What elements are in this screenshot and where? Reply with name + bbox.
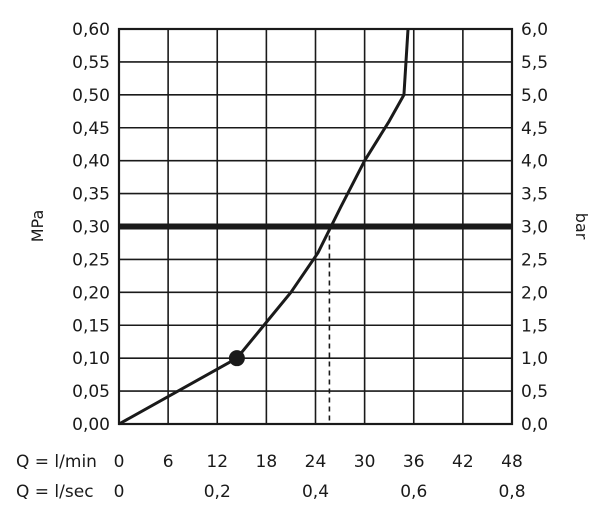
left-axis-tick-label: 0,35 [72, 185, 110, 205]
right-axis-tick-label: 4,5 [521, 119, 548, 139]
right-axis-ticks: 0,0 0,5 1,0 1,5 2,0 2,5 3,0 3,5 4,0 4,5 5,0 5,5 6,0 [521, 20, 548, 435]
right-axis-tick-label: 3,5 [521, 185, 548, 205]
left-axis-tick-label: 0,00 [72, 415, 110, 435]
x-axis-lmin-tick-label: 48 [501, 452, 523, 472]
right-axis-tick-label: 1,0 [521, 349, 548, 369]
right-axis-tick-label: 6,0 [521, 20, 548, 40]
left-axis-tick-label: 0,50 [72, 86, 110, 106]
x-axis-lmin-title: Q = l/min [16, 452, 97, 472]
x-axis-lsec-ticks: 0 0,2 0,4 0,6 0,8 [114, 482, 526, 502]
x-axis-lmin-tick-label: 30 [354, 452, 376, 472]
left-axis-tick-label: 0,15 [72, 316, 110, 336]
x-axis-lmin-tick-label: 36 [403, 452, 425, 472]
x-axis-lmin-tick-label: 0 [114, 452, 125, 472]
right-axis-tick-label: 1,5 [521, 316, 548, 336]
left-axis-tick-label: 0,20 [72, 283, 110, 303]
left-axis-tick-label: 0,05 [72, 382, 110, 402]
left-axis-tick-label: 0,25 [72, 250, 110, 270]
x-axis-lmin-tick-label: 6 [163, 452, 174, 472]
right-axis-tick-label: 3,0 [521, 218, 548, 238]
x-axis-lsec-tick-label: 0,2 [204, 482, 231, 502]
right-axis-tick-label: 5,0 [521, 86, 548, 106]
left-axis-title: MPa [28, 210, 47, 243]
right-axis-tick-label: 4,0 [521, 152, 548, 172]
left-axis-tick-label: 0,30 [72, 218, 110, 238]
left-axis-tick-label: 0,55 [72, 53, 110, 73]
x-axis-lsec-tick-label: 0,8 [498, 482, 525, 502]
left-axis-tick-label: 0,45 [72, 119, 110, 139]
right-axis-title: bar [572, 213, 591, 240]
x-axis-lsec-tick-label: 0,4 [302, 482, 329, 502]
x-axis-lmin-tick-label: 42 [452, 452, 474, 472]
x-axis-lsec-tick-label: 0 [114, 482, 125, 502]
left-axis-tick-label: 0,10 [72, 349, 110, 369]
x-axis-lmin-tick-label: 24 [305, 452, 327, 472]
left-axis-tick-label: 0,60 [72, 20, 110, 40]
operating-point-marker [228, 350, 245, 367]
x-axis-lmin-tick-label: 18 [256, 452, 278, 472]
right-axis-tick-label: 2,0 [521, 283, 548, 303]
left-axis-tick-label: 0,40 [72, 152, 110, 172]
x-axis-lsec-title: Q = l/sec [16, 482, 94, 502]
right-axis-tick-label: 0,5 [521, 382, 548, 402]
right-axis-tick-label: 0,0 [521, 415, 548, 435]
x-axis-lsec-tick-label: 0,6 [400, 482, 427, 502]
left-axis-ticks: 0,00 0,05 0,10 0,15 0,20 0,25 0,30 0,35 0,40 0,45… [72, 20, 110, 435]
flow-pressure-curve [118, 28, 410, 426]
x-axis-lmin-tick-label: 12 [206, 452, 228, 472]
x-axis-lmin-ticks: 0 6 12 18 24 30 36 42 48 [114, 452, 523, 472]
right-axis-tick-label: 2,5 [521, 250, 548, 270]
right-axis-tick-label: 5,5 [521, 53, 548, 73]
